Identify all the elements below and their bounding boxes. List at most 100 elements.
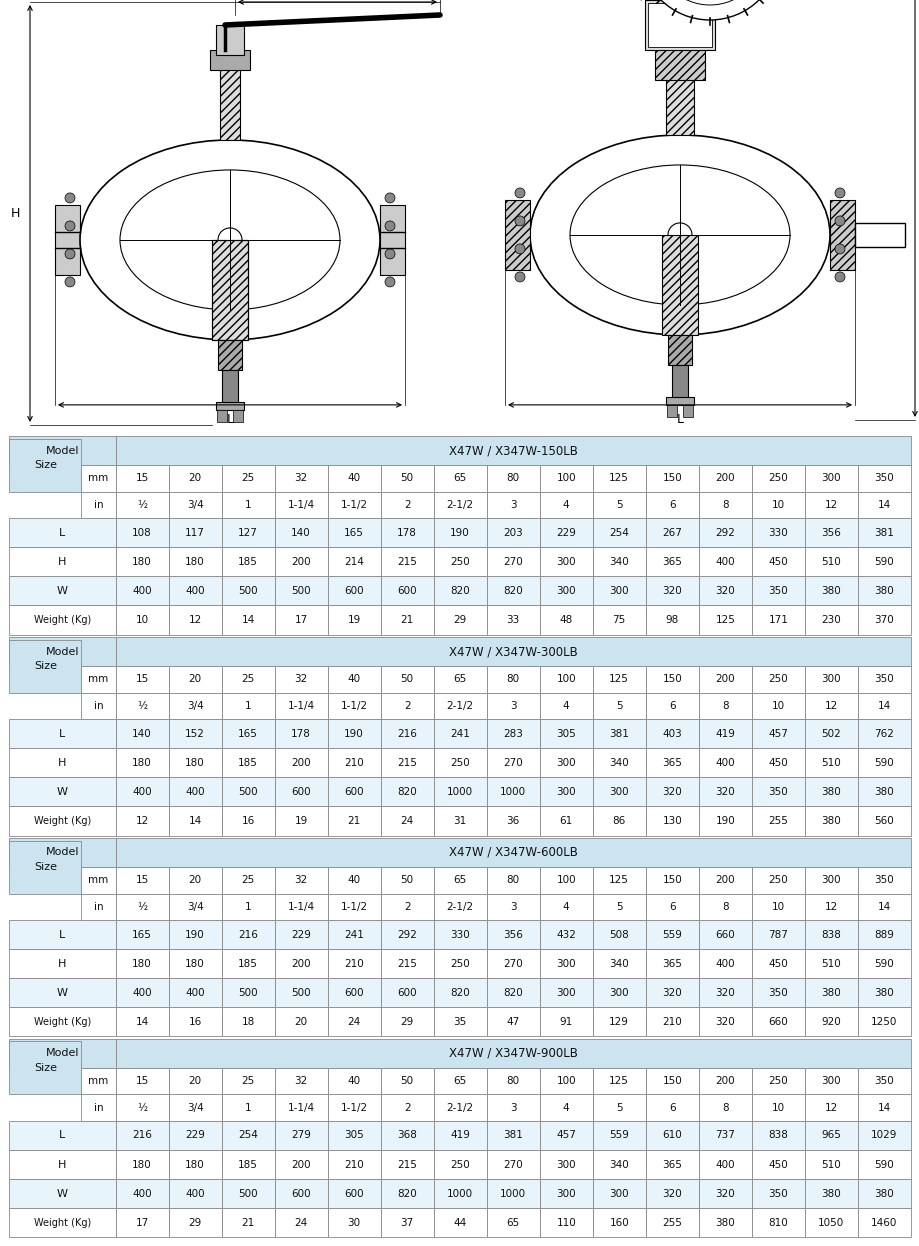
Bar <box>751 893 804 920</box>
Text: 400: 400 <box>185 586 205 596</box>
Text: 1029: 1029 <box>870 1130 897 1140</box>
Bar <box>751 1121 804 1150</box>
Bar <box>751 949 804 978</box>
Bar <box>9 439 81 492</box>
Bar <box>380 547 433 577</box>
Bar <box>486 1068 539 1094</box>
Text: 65: 65 <box>453 473 466 483</box>
Text: 12: 12 <box>823 700 837 710</box>
Bar <box>116 547 168 577</box>
Text: 65: 65 <box>506 1217 519 1227</box>
Text: 320: 320 <box>662 988 681 998</box>
Bar <box>275 492 327 518</box>
Text: 91: 91 <box>559 1017 573 1027</box>
Text: 820: 820 <box>397 787 416 797</box>
Text: 1000: 1000 <box>447 1189 472 1199</box>
Text: 267: 267 <box>662 528 681 538</box>
Bar <box>539 719 592 748</box>
Text: in: in <box>94 902 103 912</box>
Bar <box>645 893 698 920</box>
Bar <box>433 867 486 893</box>
Text: X47W / X347W-600LB: X47W / X347W-600LB <box>448 846 577 858</box>
Bar <box>433 1068 486 1094</box>
Bar <box>116 436 910 465</box>
Text: 6: 6 <box>668 700 675 710</box>
Text: Size: Size <box>34 862 57 872</box>
Bar <box>751 778 804 806</box>
Bar <box>644 0 714 50</box>
Bar <box>221 748 275 778</box>
Text: 125: 125 <box>608 875 629 886</box>
Bar <box>433 547 486 577</box>
Text: 820: 820 <box>397 1189 416 1199</box>
Bar <box>804 719 857 748</box>
Text: 510: 510 <box>821 958 840 968</box>
Text: 18: 18 <box>241 1017 255 1027</box>
Bar <box>804 949 857 978</box>
Bar <box>9 778 116 806</box>
Text: 270: 270 <box>503 557 523 567</box>
Bar <box>116 637 910 667</box>
Bar <box>698 693 751 719</box>
Bar <box>592 748 645 778</box>
Text: 40: 40 <box>347 473 360 483</box>
Bar <box>116 778 168 806</box>
Bar <box>221 778 275 806</box>
Text: 419: 419 <box>715 729 734 739</box>
Bar <box>211 240 248 340</box>
Bar <box>275 806 327 836</box>
Bar <box>116 606 168 634</box>
Bar <box>275 606 327 634</box>
Bar <box>380 693 433 719</box>
Text: 215: 215 <box>397 557 416 567</box>
Bar <box>116 492 168 518</box>
Text: 14: 14 <box>241 616 255 625</box>
Text: mm: mm <box>88 1077 108 1087</box>
Bar <box>698 920 751 949</box>
Bar <box>116 1007 168 1037</box>
Text: 50: 50 <box>400 674 414 684</box>
Text: 44: 44 <box>453 1217 466 1227</box>
Bar <box>857 1094 910 1121</box>
Text: 283: 283 <box>503 729 523 739</box>
Bar <box>168 748 221 778</box>
Text: 214: 214 <box>344 557 364 567</box>
Bar <box>751 719 804 748</box>
Bar <box>486 893 539 920</box>
Bar <box>211 240 248 340</box>
Text: 171: 171 <box>767 616 788 625</box>
Bar <box>698 867 751 893</box>
Text: 254: 254 <box>238 1130 258 1140</box>
Bar <box>645 1094 698 1121</box>
Bar <box>645 1068 698 1094</box>
Bar <box>275 1209 327 1237</box>
Text: 1: 1 <box>244 700 251 710</box>
Text: 820: 820 <box>449 586 470 596</box>
Ellipse shape <box>834 216 844 226</box>
Text: 1460: 1460 <box>870 1217 897 1227</box>
Text: 450: 450 <box>767 758 788 768</box>
Text: 600: 600 <box>397 586 416 596</box>
Bar <box>327 577 380 606</box>
Text: 320: 320 <box>715 988 734 998</box>
Text: 12: 12 <box>823 902 837 912</box>
Bar <box>275 893 327 920</box>
Bar <box>275 1007 327 1037</box>
Text: 165: 165 <box>238 729 258 739</box>
Text: 100: 100 <box>556 473 575 483</box>
Bar <box>210 50 250 70</box>
Bar <box>433 748 486 778</box>
Bar <box>116 667 168 693</box>
Text: 1-1/2: 1-1/2 <box>340 700 368 710</box>
Text: 300: 300 <box>556 586 575 596</box>
Ellipse shape <box>65 221 75 231</box>
Bar <box>486 1094 539 1121</box>
Text: Weight (Kg): Weight (Kg) <box>34 616 91 625</box>
Text: 80: 80 <box>506 1077 519 1087</box>
Bar <box>804 577 857 606</box>
Bar <box>275 577 327 606</box>
Text: 320: 320 <box>662 1189 681 1199</box>
Bar <box>433 577 486 606</box>
Bar <box>751 748 804 778</box>
Bar <box>645 492 698 518</box>
